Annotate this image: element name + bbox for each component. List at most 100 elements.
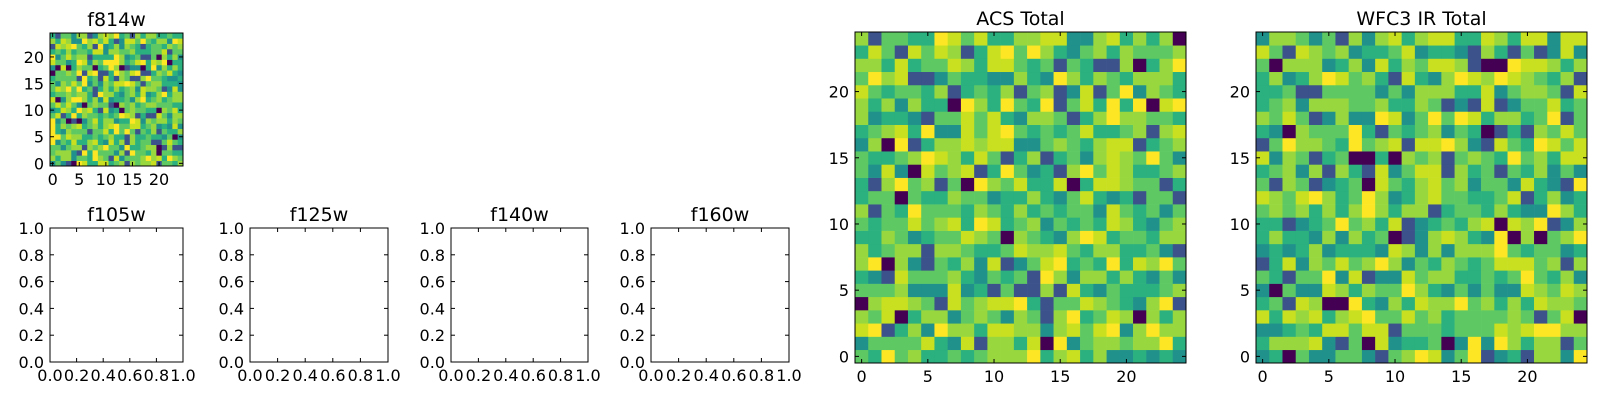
heatmap-cell xyxy=(1401,217,1416,231)
heatmap-cell xyxy=(1573,270,1588,284)
heatmap-cell xyxy=(894,58,909,73)
heatmap-cell xyxy=(1066,310,1081,324)
heatmap-cell xyxy=(156,38,163,44)
heatmap-cell xyxy=(1093,310,1107,324)
heatmap-cell xyxy=(974,283,988,298)
heatmap-cell xyxy=(1560,349,1575,364)
heatmap-cell xyxy=(1375,111,1389,125)
heatmap-cell xyxy=(1106,349,1121,364)
heatmap-cell xyxy=(145,38,152,44)
heatmap-cell xyxy=(76,38,83,44)
heatmap-cell xyxy=(1106,230,1121,245)
heatmap-cell xyxy=(1520,164,1535,178)
heatmap-cell xyxy=(113,96,120,103)
heatmap-cell xyxy=(1133,217,1147,231)
heatmap-cell xyxy=(1494,71,1508,86)
heatmap-cell xyxy=(119,118,125,124)
heatmap-cell xyxy=(1375,32,1389,46)
heatmap-cell xyxy=(1361,111,1376,125)
heatmap-cell xyxy=(1348,45,1363,59)
heatmap-cell xyxy=(65,54,72,60)
heatmap-cell xyxy=(1146,45,1160,59)
heatmap-cell xyxy=(1093,84,1107,99)
heatmap-cell xyxy=(1428,204,1442,218)
heatmap-cell xyxy=(1295,177,1310,192)
heatmap-cell xyxy=(1027,257,1041,271)
heatmap-cell xyxy=(1295,323,1310,337)
heatmap-cell xyxy=(161,134,168,140)
heatmap-cell xyxy=(1119,283,1134,298)
heatmap-cell xyxy=(1053,71,1068,86)
heatmap-cell xyxy=(145,118,152,124)
heatmap-cell xyxy=(1335,310,1349,324)
heatmap-cell xyxy=(1414,230,1429,245)
heatmap-cell xyxy=(1013,45,1028,59)
heatmap-cell xyxy=(156,54,163,60)
heatmap-cell xyxy=(1066,257,1081,271)
heatmap-cell xyxy=(1573,230,1588,245)
heatmap-cell xyxy=(1269,349,1283,364)
heatmap-cell xyxy=(1494,151,1508,165)
heatmap-cell xyxy=(1053,336,1068,351)
heatmap-cell xyxy=(1282,310,1297,324)
heatmap-cell xyxy=(881,296,896,311)
heatmap-cell xyxy=(55,139,61,146)
heatmap-cell xyxy=(1547,32,1561,46)
heatmap-cell xyxy=(97,118,104,124)
heatmap-cell xyxy=(1040,45,1054,59)
heatmap-cell xyxy=(1269,257,1283,271)
heatmap-cell xyxy=(1507,270,1522,284)
heatmap-cell xyxy=(65,38,72,44)
heatmap-cell xyxy=(71,70,77,76)
heatmap-cell xyxy=(135,80,141,87)
heatmap-cell xyxy=(1507,164,1522,178)
heatmap-cell xyxy=(1428,190,1442,205)
heatmap-cell xyxy=(167,38,173,44)
heatmap-cell xyxy=(1375,58,1389,73)
heatmap-cell xyxy=(1053,45,1068,59)
heatmap-cell xyxy=(1013,310,1028,324)
heatmap-cell xyxy=(960,137,975,152)
heatmap-cell xyxy=(1388,257,1402,271)
heatmap-cell xyxy=(974,310,988,324)
heatmap-cell xyxy=(894,349,909,364)
heatmap-cell xyxy=(1013,71,1028,86)
heatmap-cell xyxy=(1547,204,1561,218)
heatmap-cell xyxy=(1388,58,1402,73)
heatmap-cell xyxy=(1560,296,1575,311)
heatmap-cell xyxy=(1507,204,1522,218)
heatmap-cell xyxy=(1507,217,1522,231)
heatmap-cell xyxy=(947,164,962,178)
heatmap-cell xyxy=(1269,204,1283,218)
heatmap-cell xyxy=(135,33,141,39)
heatmap-cell xyxy=(97,155,104,161)
heatmap-cell xyxy=(65,96,72,103)
heatmap-cell xyxy=(1159,270,1174,284)
heatmap-cell xyxy=(108,160,115,167)
heatmap-cell xyxy=(1133,84,1147,99)
heatmap-cell xyxy=(1414,58,1429,73)
heatmap-cell xyxy=(129,43,136,50)
heatmap-cell xyxy=(119,128,125,135)
heatmap-cell xyxy=(987,204,1001,218)
heatmap-cell xyxy=(881,32,896,46)
heatmap-cell xyxy=(129,64,136,71)
heatmap-cell xyxy=(1000,283,1015,298)
heatmap-cell xyxy=(81,48,88,55)
heatmap-cell xyxy=(855,204,869,218)
heatmap-cell xyxy=(71,134,77,140)
heatmap-cell xyxy=(1308,270,1323,284)
heatmap-cell xyxy=(934,243,948,258)
heatmap-cell xyxy=(907,336,922,351)
heatmap-cell xyxy=(1322,190,1336,205)
heatmap-cell xyxy=(97,48,104,55)
heatmap-cell xyxy=(934,257,948,271)
heatmap-cell xyxy=(140,54,147,60)
heatmap-cell xyxy=(92,134,99,140)
heatmap-cell xyxy=(167,75,173,82)
heatmap-cell xyxy=(1269,296,1283,311)
heatmap-cell xyxy=(907,296,922,311)
heatmap-cell xyxy=(108,128,115,135)
x-tick-label: 15 xyxy=(1050,367,1070,386)
heatmap-cell xyxy=(156,128,163,135)
